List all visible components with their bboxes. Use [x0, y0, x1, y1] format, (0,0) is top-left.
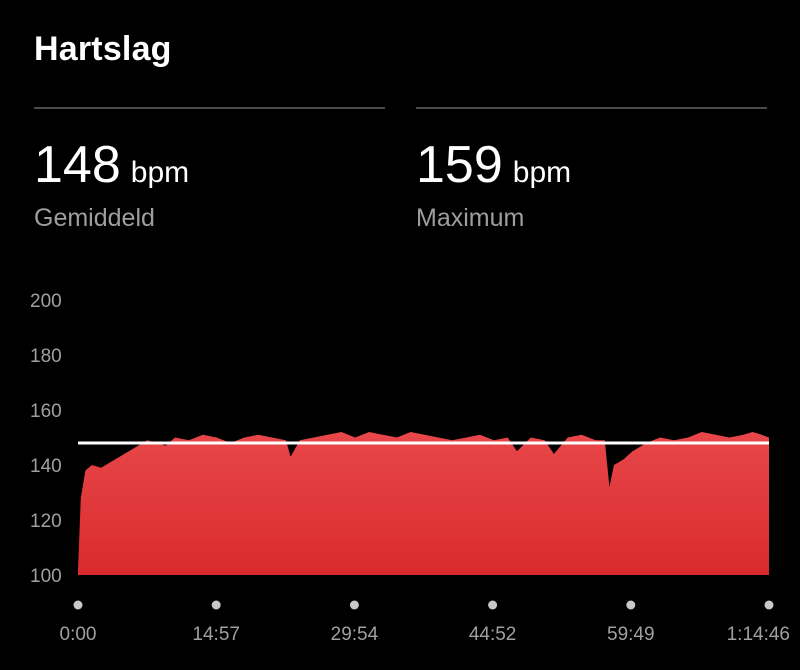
average-unit: bpm	[130, 156, 190, 189]
average-label: Gemiddeld	[34, 204, 155, 232]
y-tick-label: 140	[30, 456, 62, 477]
x-tick-label: 59:49	[607, 624, 655, 645]
y-tick-label: 120	[30, 511, 62, 532]
y-tick-label: 100	[30, 566, 62, 587]
x-tick-label: 44:52	[469, 624, 517, 645]
divider-right	[416, 107, 767, 109]
x-tick-dot	[626, 600, 636, 610]
divider-left	[34, 107, 385, 109]
heart-rate-area	[78, 432, 769, 575]
x-tick-dot	[488, 600, 498, 610]
y-tick-label: 200	[30, 291, 62, 312]
page-title: Hartslag	[34, 30, 172, 68]
x-tick-label: 0:00	[60, 624, 97, 645]
x-tick-label: 1:14:46	[727, 624, 790, 645]
y-tick-label: 160	[30, 401, 62, 422]
x-tick-dot	[73, 600, 83, 610]
y-tick-label: 180	[30, 346, 62, 367]
maximum-unit: bpm	[512, 156, 572, 189]
plot-area	[78, 432, 769, 575]
heart-rate-chart: 200 180 160 140 120 100 0:00 14:57 29:54 44:52 59…	[30, 291, 790, 645]
x-tick-label: 29:54	[331, 624, 379, 645]
y-axis: 200 180 160 140 120 100	[30, 291, 62, 587]
maximum-label: Maximum	[416, 204, 525, 232]
x-tick-dot	[764, 600, 774, 610]
x-tick-dot	[349, 600, 359, 610]
maximum-value: 159	[416, 136, 503, 194]
average-value: 148	[34, 136, 121, 194]
x-axis: 0:00 14:57 29:54 44:52 59:49 1:14:46	[60, 600, 790, 645]
x-tick-dot	[211, 600, 221, 610]
maximum-stat: 159 bpm Maximum	[416, 136, 571, 233]
x-tick-label: 14:57	[192, 624, 240, 645]
average-stat: 148 bpm Gemiddeld	[34, 136, 189, 233]
